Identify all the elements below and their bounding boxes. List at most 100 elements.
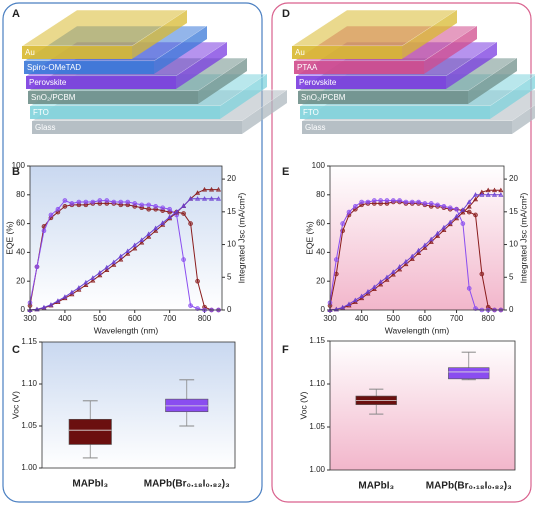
y2-axis-label: Integrated Jsc (mA/cm²) [236, 192, 246, 283]
point [160, 205, 165, 211]
point [195, 190, 201, 195]
y2-tick-label: 10 [509, 240, 518, 249]
point [153, 204, 158, 209]
point [55, 206, 61, 212]
point [146, 234, 152, 239]
layer-side [424, 26, 477, 74]
y2-axis-label: Integrated Jsc (mA/cm²) [518, 192, 528, 283]
x-tick-label: 300 [323, 314, 337, 323]
y-tick-label: 1.05 [309, 422, 325, 431]
layer-side [242, 90, 287, 134]
point [384, 274, 390, 280]
point [174, 209, 180, 214]
point [403, 258, 409, 264]
y-tick-label: 80 [16, 190, 25, 199]
layer-front [30, 106, 220, 119]
point [498, 192, 504, 197]
right-frame [271, 2, 532, 503]
y-tick-label: 40 [316, 248, 325, 257]
y-tick-label: 1.00 [309, 465, 325, 474]
layer-label: SnO₂/PCBM [301, 93, 346, 102]
x-tick-label: 700 [163, 314, 177, 323]
point [466, 199, 472, 204]
layer-front [28, 91, 198, 104]
point [466, 286, 472, 291]
point [90, 275, 96, 280]
layer-front [24, 61, 154, 74]
y2-tick-label: 5 [227, 272, 232, 281]
point [153, 225, 159, 231]
layer-front [300, 106, 490, 119]
y-tick-label: 100 [312, 161, 326, 170]
point [441, 204, 447, 209]
point [371, 284, 377, 289]
layer-label: SnO₂/PCBM [31, 93, 76, 102]
layer-front [296, 76, 446, 89]
y-axis-label: Voc (V) [10, 391, 20, 419]
point [209, 196, 215, 201]
point [384, 198, 390, 203]
point [371, 198, 377, 203]
point [416, 250, 422, 255]
point [498, 187, 504, 193]
point [167, 206, 172, 212]
x-tick-label: 600 [128, 314, 142, 323]
point [346, 301, 352, 307]
point [83, 199, 89, 205]
x-tick-label: 700 [450, 314, 464, 323]
plot-frame [41, 341, 236, 469]
point [435, 233, 441, 238]
y-tick-label: 20 [316, 276, 325, 285]
point [90, 277, 96, 283]
point [491, 192, 498, 197]
layer-label: Glass [305, 123, 325, 132]
series-line [329, 200, 501, 311]
y-axis-label: Voc (V) [298, 391, 308, 419]
panel-letter: B [12, 166, 20, 178]
layer-front [32, 121, 242, 134]
point [195, 196, 201, 201]
point [435, 202, 440, 208]
left-frame [2, 2, 263, 503]
layer-front [22, 46, 132, 59]
series-line [29, 199, 219, 311]
point [346, 209, 352, 215]
layer-side [490, 75, 535, 119]
point [139, 237, 145, 242]
point [195, 278, 200, 284]
y-tick-label: 1.10 [21, 379, 37, 388]
point [485, 192, 491, 197]
point [195, 306, 200, 311]
point [125, 251, 131, 256]
layer-side [132, 10, 187, 59]
point [83, 279, 89, 285]
point [41, 228, 47, 234]
y-tick-label: 1.00 [21, 463, 37, 472]
plot-frame [329, 340, 516, 471]
point [390, 269, 396, 274]
x-tick-label: 500 [387, 314, 401, 323]
point [83, 282, 89, 288]
y-tick-label: 0 [321, 305, 326, 314]
point [160, 220, 166, 225]
box [68, 418, 112, 445]
point [132, 242, 138, 248]
point [111, 262, 117, 267]
point [378, 279, 384, 284]
layer-side [176, 42, 227, 89]
point [69, 289, 75, 295]
layer-label: FTO [33, 108, 49, 117]
series-line [29, 202, 219, 311]
point [97, 270, 103, 275]
point [146, 231, 152, 236]
y2-tick-label: 0 [509, 305, 514, 314]
x-axis-label: Wavelength (nm) [385, 325, 450, 335]
point [491, 187, 498, 193]
category-label: MAPbI₃ [358, 481, 394, 492]
point [188, 196, 194, 201]
x-tick-label: 400 [58, 314, 72, 323]
point [334, 271, 339, 277]
point [139, 239, 145, 245]
point [473, 196, 479, 202]
y-tick-label: 80 [316, 190, 325, 199]
